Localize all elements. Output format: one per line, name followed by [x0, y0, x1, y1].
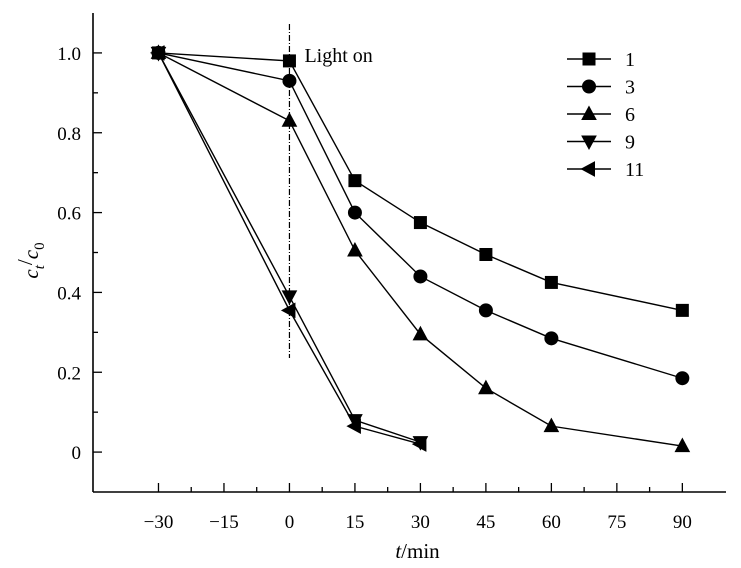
series-6-point — [478, 379, 494, 395]
legend-label: 11 — [625, 159, 644, 181]
legend-marker — [581, 135, 597, 151]
series-6-line — [158, 52, 683, 447]
legend-item-3: 3 — [567, 77, 635, 99]
light-on-label: Light on — [304, 45, 372, 67]
legend-label: 1 — [625, 49, 635, 71]
series-11-point — [149, 45, 165, 61]
y-axis-title-t-sub: t — [32, 264, 48, 269]
legend-marker — [581, 105, 597, 120]
light-on-annotation: Light on — [288, 24, 373, 358]
y-tick-label: 0.8 — [57, 124, 81, 145]
series-1-point — [544, 275, 558, 289]
x-tick-label: 45 — [476, 512, 495, 533]
y-axis-title-slash: / — [13, 259, 37, 265]
legend-item-9: 9 — [567, 132, 635, 154]
series-3-point — [675, 371, 690, 386]
legend-item-11: 11 — [567, 159, 644, 181]
series-11-line — [157, 52, 421, 445]
series-3-point — [478, 303, 493, 318]
legend: 1 3 6 9 11 — [567, 49, 644, 181]
series-1-point — [348, 174, 362, 188]
series-1-point — [675, 303, 689, 317]
series-3-point — [413, 269, 428, 284]
series-6-point — [281, 112, 298, 127]
legend-label: 9 — [625, 132, 635, 154]
series-11-point — [280, 302, 296, 319]
legend-marker — [582, 79, 596, 94]
series-6-point — [543, 417, 560, 433]
series-11 — [149, 45, 427, 452]
series-9-line — [157, 52, 421, 443]
series-11-point — [411, 436, 427, 452]
series-6-point — [412, 325, 429, 341]
x-axis-title-var: t — [395, 539, 402, 563]
series-1 — [151, 46, 689, 317]
axes: 00.20.40.60.81.0−30 −15 0 15 30 45 60 75 90t/min… — [13, 13, 726, 563]
y-tick-label: 1.0 — [57, 44, 81, 65]
legend-marker — [580, 161, 595, 177]
x-tick-label: −15 — [209, 512, 239, 533]
y-tick-label: 0.4 — [57, 283, 81, 304]
series-layer — [149, 44, 691, 453]
series-6-point — [674, 437, 691, 453]
series-1-point — [413, 216, 427, 230]
legend-marker — [582, 52, 596, 66]
x-tick-label: 75 — [607, 512, 626, 533]
x-axis-title-unit: /min — [401, 539, 440, 563]
x-tick-label: −30 — [144, 512, 174, 533]
y-axis-title-zero-sub: 0 — [32, 242, 48, 250]
x-tick-label: 90 — [673, 512, 692, 533]
y-tick-label: 0.6 — [57, 204, 81, 225]
series-9-point — [281, 290, 298, 305]
x-tick-label: 60 — [542, 512, 561, 533]
series-3-point — [347, 205, 362, 220]
series-6-point — [347, 241, 363, 257]
x-tick-label: 15 — [345, 512, 364, 533]
legend-label: 6 — [625, 104, 635, 126]
series-1-point — [282, 54, 296, 68]
x-axis-title: t/min — [395, 539, 440, 563]
x-tick-label: 0 — [285, 512, 295, 533]
x-tick-label: 30 — [411, 512, 430, 533]
legend-label: 3 — [625, 77, 635, 99]
series-1-point — [479, 247, 493, 261]
y-tick-label: 0.2 — [57, 363, 81, 384]
y-axis-title-c: c — [19, 269, 43, 279]
legend-item-1: 1 — [567, 49, 635, 71]
legend-item-6: 6 — [567, 104, 635, 126]
y-axis-title-c0: c — [19, 249, 43, 259]
y-axis-title: ct/c0 — [13, 242, 48, 278]
series-6 — [150, 44, 691, 453]
series-11-point — [346, 418, 361, 434]
series-3-point — [282, 73, 297, 88]
y-tick-label: 0 — [72, 443, 82, 464]
series-3-point — [544, 331, 559, 346]
